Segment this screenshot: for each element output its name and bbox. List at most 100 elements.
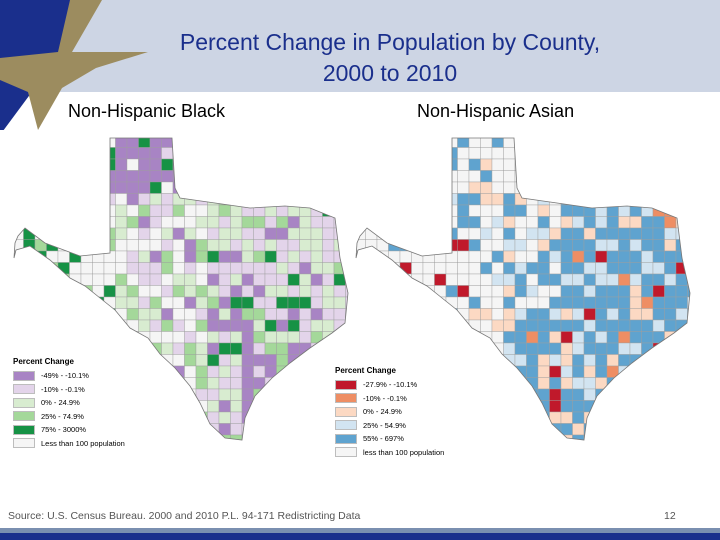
county	[422, 331, 435, 344]
county	[322, 138, 335, 148]
county	[411, 308, 424, 321]
county	[69, 158, 82, 171]
county	[411, 138, 424, 148]
county	[195, 262, 208, 275]
county	[492, 447, 504, 449]
county	[276, 377, 289, 390]
county	[606, 342, 619, 355]
county	[184, 273, 197, 286]
county	[218, 181, 231, 194]
county	[14, 138, 24, 148]
county	[388, 170, 401, 183]
county	[207, 181, 220, 194]
footer-bar-light	[0, 528, 720, 533]
county	[411, 147, 424, 160]
legend-swatch	[13, 411, 35, 422]
county	[629, 273, 642, 286]
county	[583, 377, 596, 390]
county	[253, 400, 266, 413]
county	[311, 447, 323, 449]
county	[80, 158, 93, 171]
county	[103, 308, 116, 321]
texas-map-non-hispanic-black	[13, 137, 349, 449]
county	[322, 181, 335, 194]
county	[641, 388, 654, 401]
county	[264, 388, 277, 401]
county	[253, 158, 266, 171]
county	[299, 331, 312, 344]
county	[388, 308, 401, 321]
legend-label: -10% - -0.1%	[363, 393, 407, 403]
county	[23, 342, 36, 355]
county	[526, 423, 539, 436]
county	[675, 204, 688, 217]
county	[422, 147, 435, 160]
county	[537, 354, 550, 367]
county	[480, 411, 493, 424]
county	[503, 434, 516, 440]
county	[69, 193, 82, 206]
county	[687, 227, 690, 240]
county	[287, 216, 300, 229]
county	[618, 388, 631, 401]
county	[388, 331, 401, 344]
county	[46, 296, 59, 309]
county	[138, 250, 151, 263]
county	[514, 138, 527, 148]
county	[491, 319, 504, 332]
county	[583, 411, 596, 424]
county	[652, 423, 665, 436]
county	[253, 147, 266, 160]
county	[207, 377, 220, 390]
county	[491, 227, 504, 240]
county	[514, 239, 527, 252]
county	[468, 204, 481, 217]
county	[434, 285, 447, 298]
county	[514, 377, 527, 390]
county	[572, 138, 585, 148]
county	[23, 273, 36, 286]
county	[641, 285, 654, 298]
county	[583, 262, 596, 275]
county	[149, 365, 162, 378]
county	[583, 193, 596, 206]
county	[618, 331, 631, 344]
county	[664, 342, 677, 355]
county	[299, 181, 312, 194]
county	[287, 400, 300, 413]
county	[664, 181, 677, 194]
county	[468, 400, 481, 413]
county	[264, 400, 277, 413]
county	[480, 342, 493, 355]
county	[629, 250, 642, 263]
county	[434, 204, 447, 217]
legend-swatch	[13, 370, 35, 381]
county	[619, 447, 631, 449]
county	[445, 319, 458, 332]
county	[365, 170, 378, 183]
county	[230, 377, 243, 390]
county	[549, 388, 562, 401]
county	[642, 447, 654, 449]
county	[207, 342, 220, 355]
county	[23, 204, 36, 217]
county	[457, 377, 470, 390]
county	[161, 239, 174, 252]
county	[491, 296, 504, 309]
county	[618, 262, 631, 275]
county	[241, 388, 254, 401]
county	[595, 331, 608, 344]
county	[264, 423, 277, 436]
county	[641, 308, 654, 321]
county	[126, 308, 139, 321]
county	[687, 262, 690, 275]
county	[241, 342, 254, 355]
county	[664, 216, 677, 229]
county	[195, 273, 208, 286]
county	[675, 262, 688, 275]
county	[388, 262, 401, 275]
county	[34, 204, 47, 217]
county	[503, 411, 516, 424]
county	[115, 308, 128, 321]
county	[276, 138, 289, 148]
